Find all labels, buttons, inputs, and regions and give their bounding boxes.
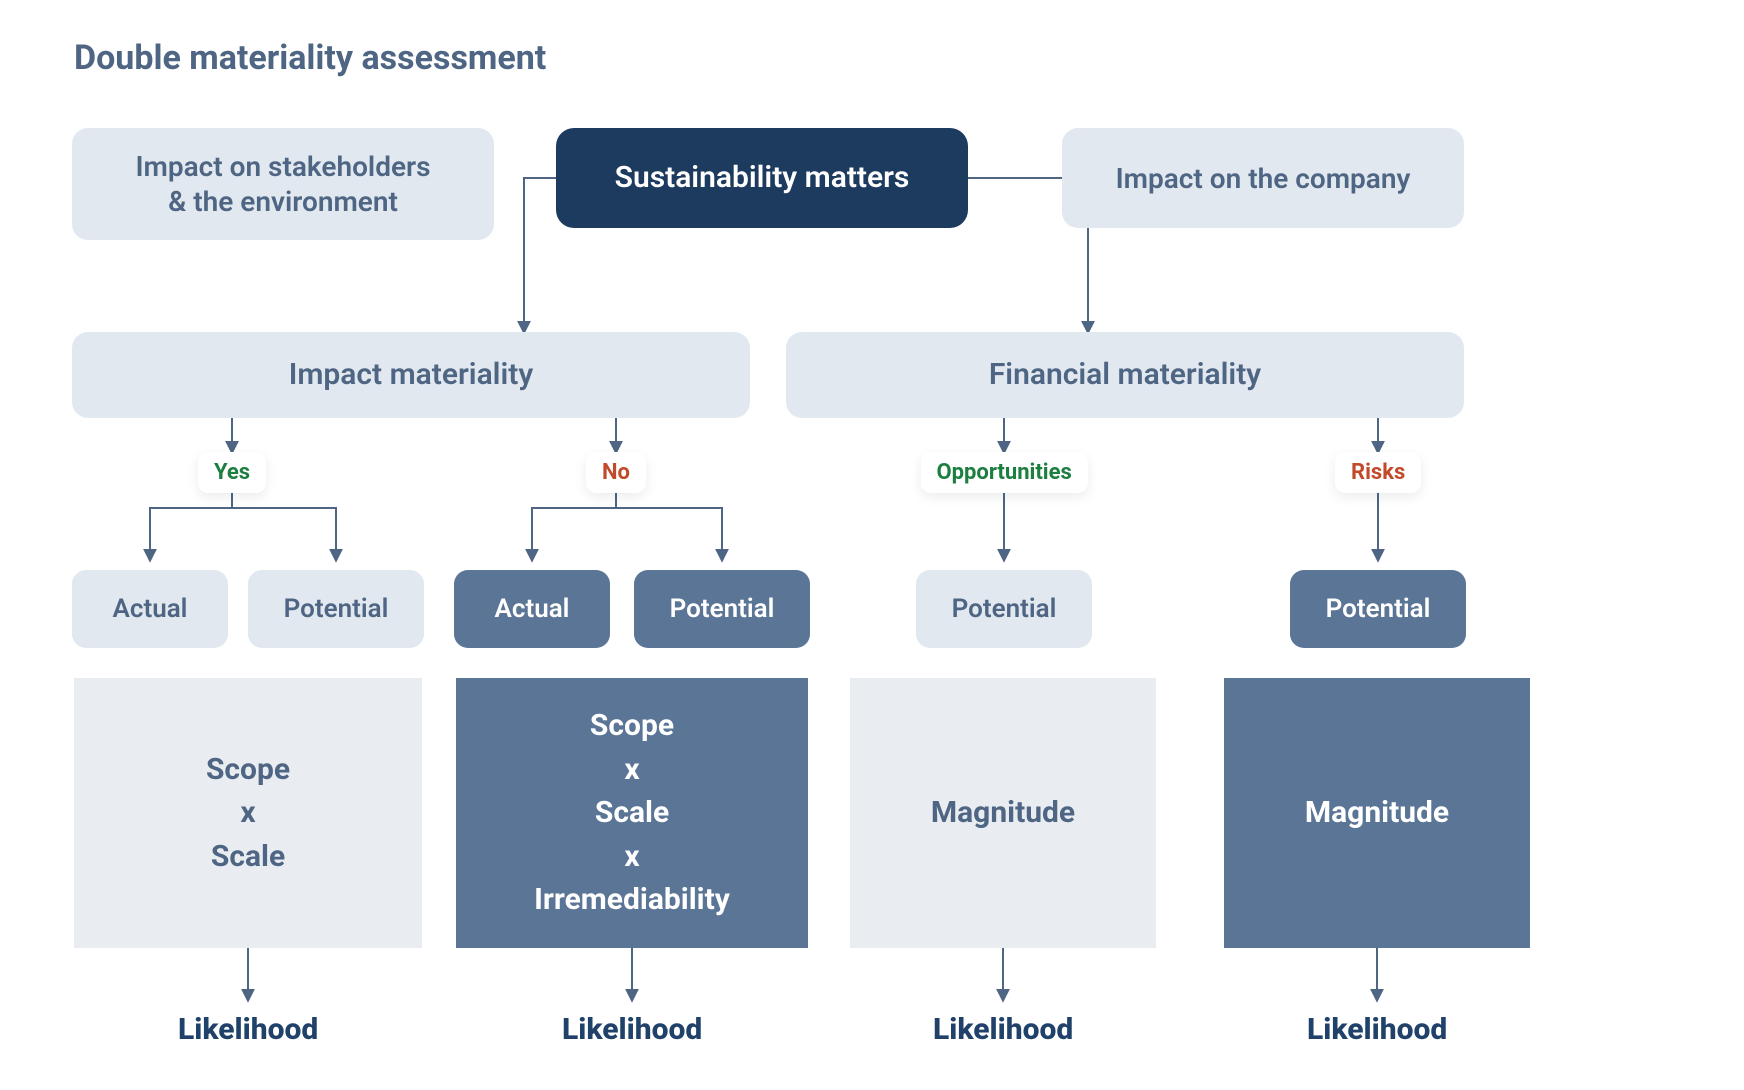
node-stakeholders: Impact on stakeholders & the environment <box>72 128 494 240</box>
node-sustainability-matters: Sustainability matters <box>556 128 968 228</box>
label-likelihood-4: Likelihood <box>1307 1012 1447 1047</box>
connector-path <box>616 492 722 560</box>
formula-scope-scale-irremediability: Scope x Scale x Irremediability <box>456 678 808 948</box>
connector-path <box>532 492 616 560</box>
chip-no: No <box>586 452 646 493</box>
node-potential-no: Potential <box>634 570 810 648</box>
chip-opportunities: Opportunities <box>921 452 1088 493</box>
node-financial-materiality: Financial materiality <box>786 332 1464 418</box>
connector-path <box>232 492 336 560</box>
formula-scope-scale: Scope x Scale <box>74 678 422 948</box>
node-potential-risks: Potential <box>1290 570 1466 648</box>
diagram-canvas: Double materiality assessment Impact on … <box>0 0 1744 1090</box>
node-potential-yes: Potential <box>248 570 424 648</box>
connector-path <box>524 178 556 332</box>
chip-risks: Risks <box>1335 452 1421 493</box>
page-title: Double materiality assessment <box>74 38 546 78</box>
node-impact-materiality: Impact materiality <box>72 332 750 418</box>
chip-yes: Yes <box>198 452 266 493</box>
label-likelihood-2: Likelihood <box>562 1012 702 1047</box>
node-potential-opportunities: Potential <box>916 570 1092 648</box>
node-actual-no: Actual <box>454 570 610 648</box>
node-actual-yes: Actual <box>72 570 228 648</box>
formula-magnitude-opportunities: Magnitude <box>850 678 1156 948</box>
label-likelihood-3: Likelihood <box>933 1012 1073 1047</box>
formula-magnitude-risks: Magnitude <box>1224 678 1530 948</box>
label-likelihood-1: Likelihood <box>178 1012 318 1047</box>
node-company-impact: Impact on the company <box>1062 128 1464 228</box>
connector-path <box>150 492 232 560</box>
